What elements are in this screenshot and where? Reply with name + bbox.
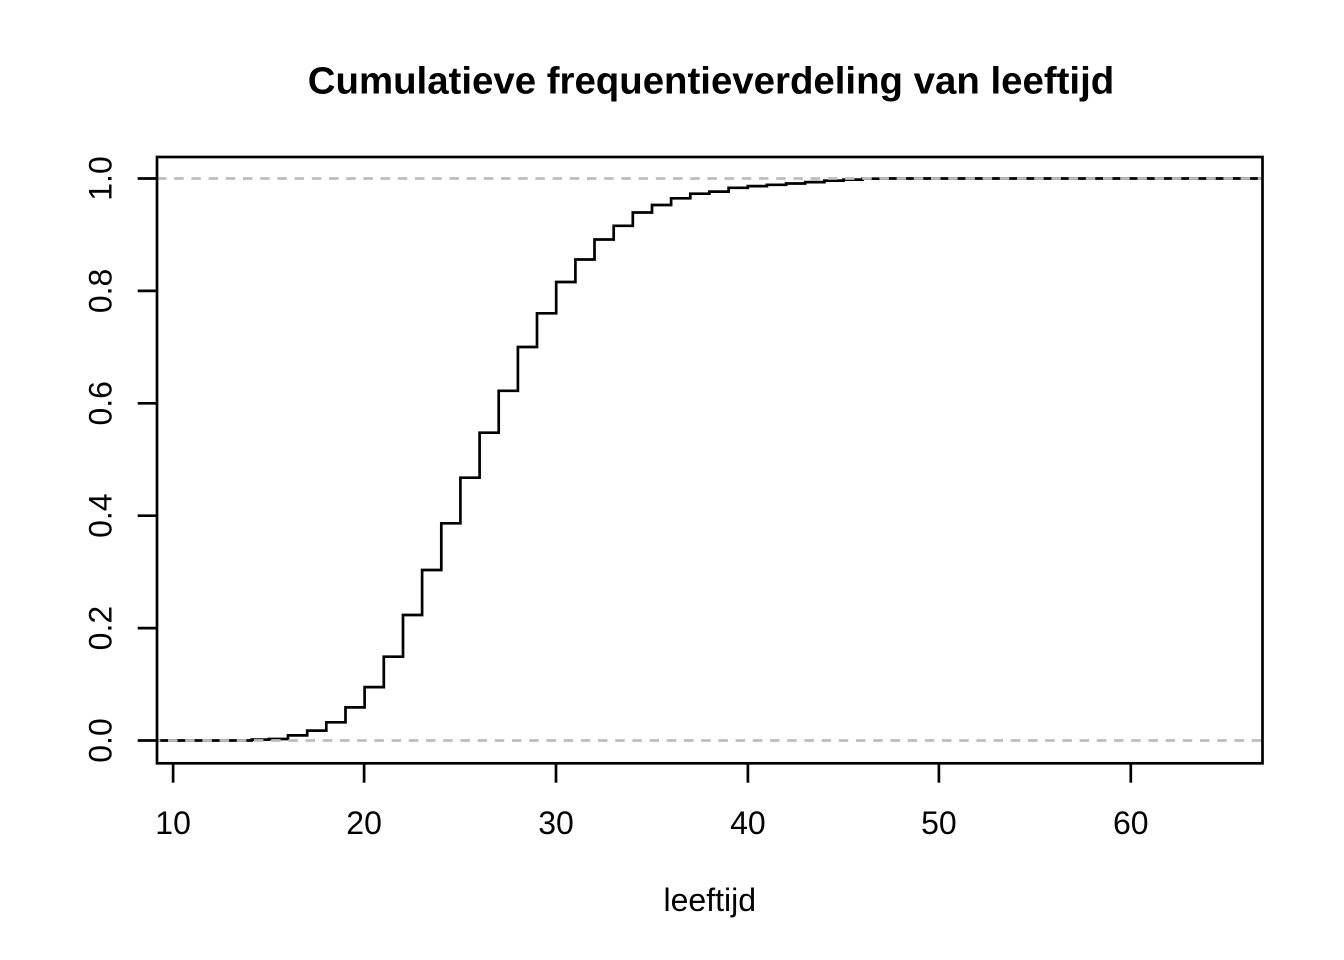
svg-text:0.6: 0.6 bbox=[83, 381, 119, 425]
svg-text:leeftijd: leeftijd bbox=[664, 882, 757, 918]
svg-text:20: 20 bbox=[346, 805, 382, 841]
svg-text:60: 60 bbox=[1113, 805, 1149, 841]
svg-text:0.2: 0.2 bbox=[83, 606, 119, 650]
svg-text:0.4: 0.4 bbox=[83, 493, 119, 537]
svg-text:Cumulatieve frequentieverdelin: Cumulatieve frequentieverdeling van leef… bbox=[308, 60, 1114, 103]
svg-text:10: 10 bbox=[155, 805, 191, 841]
svg-text:50: 50 bbox=[921, 805, 957, 841]
svg-text:1.0: 1.0 bbox=[83, 156, 119, 200]
svg-text:30: 30 bbox=[538, 805, 574, 841]
svg-text:40: 40 bbox=[730, 805, 766, 841]
svg-text:0.0: 0.0 bbox=[83, 718, 119, 762]
svg-text:0.8: 0.8 bbox=[83, 269, 119, 313]
